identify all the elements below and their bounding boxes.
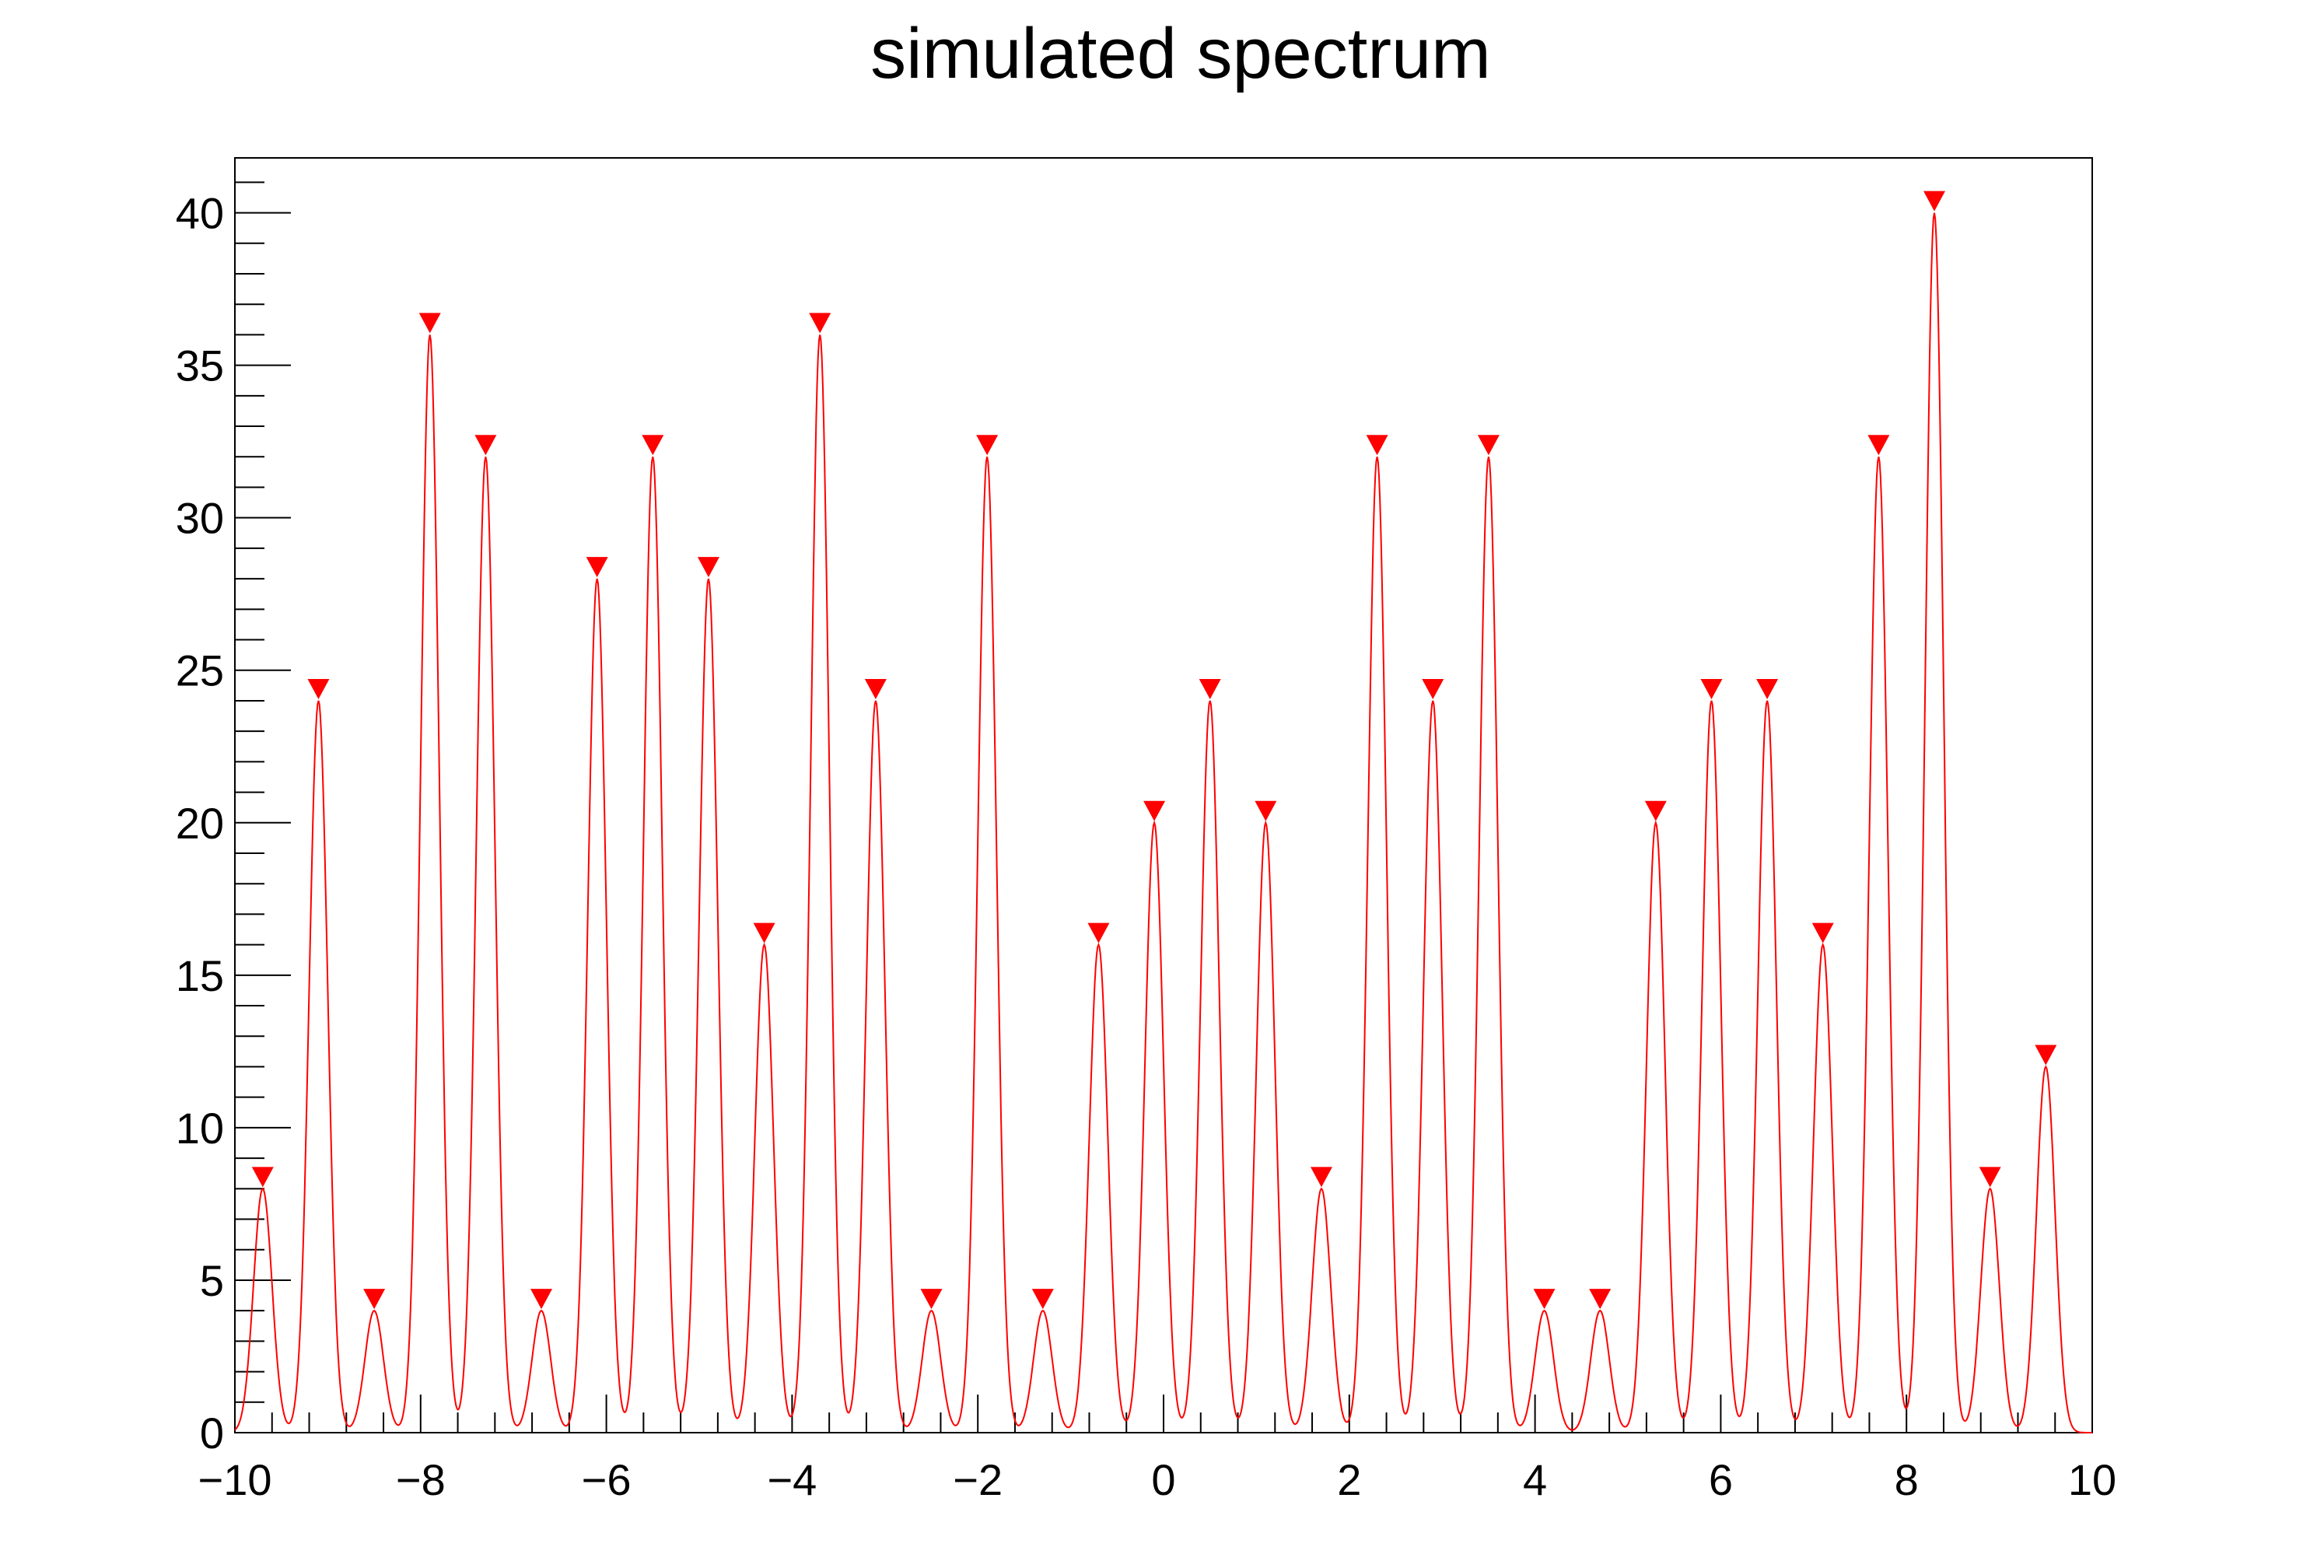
peak-marker: [418, 313, 441, 334]
peak-marker: [1533, 1289, 1556, 1310]
peak-marker: [1366, 435, 1388, 456]
peak-marker: [642, 435, 664, 456]
peak-markers: [251, 191, 2057, 1310]
y-tick-label: 20: [176, 799, 224, 848]
x-tick-label: −4: [767, 1455, 817, 1504]
peak-marker: [864, 678, 887, 699]
x-tick-label: −10: [198, 1455, 272, 1504]
peak-marker: [307, 678, 330, 699]
peak-marker: [809, 313, 831, 334]
peak-marker: [920, 1289, 943, 1310]
axis-ticks: [234, 181, 2093, 1433]
y-tick-label: 5: [200, 1256, 224, 1305]
peak-marker: [1477, 435, 1500, 456]
plot-frame: [234, 157, 2093, 1433]
x-tick-label: −2: [953, 1455, 1003, 1504]
x-tick-label: 2: [1337, 1455, 1361, 1504]
x-tick-label: 6: [1709, 1455, 1733, 1504]
y-tick-label: 10: [176, 1104, 224, 1153]
x-tick-label: 0: [1151, 1455, 1175, 1504]
y-tick-label: 25: [176, 646, 224, 695]
peak-marker: [1087, 922, 1110, 943]
peak-marker: [474, 435, 497, 456]
x-tick-label: 4: [1523, 1455, 1547, 1504]
x-tick-label: −8: [396, 1455, 446, 1504]
peak-marker: [1143, 800, 1166, 821]
chart-title: simulated spectrum: [870, 14, 1491, 93]
peak-marker: [530, 1289, 553, 1310]
peak-marker: [1199, 678, 1221, 699]
y-tick-label: 15: [176, 951, 224, 1000]
x-tick-label: 10: [2068, 1455, 2116, 1504]
peak-marker: [1979, 1167, 2001, 1188]
peak-marker: [586, 557, 608, 578]
peak-marker: [1589, 1289, 1612, 1310]
x-axis-tick-labels: −10 −8 −6 −4 −2 0 2 4 6 8 10: [198, 1455, 2117, 1504]
peak-marker: [753, 922, 775, 943]
peak-marker: [1031, 1289, 1054, 1310]
peak-marker: [2035, 1045, 2057, 1066]
y-tick-label: 30: [176, 494, 224, 543]
peak-marker: [1310, 1167, 1332, 1188]
y-tick-label: 35: [176, 341, 224, 390]
x-tick-label: 8: [1895, 1455, 1919, 1504]
peak-marker: [1644, 800, 1667, 821]
spectrum-line: [234, 212, 2092, 1433]
peak-marker: [1700, 678, 1723, 699]
peak-marker: [976, 435, 999, 456]
peak-marker: [1756, 678, 1779, 699]
y-tick-label: 40: [176, 189, 224, 238]
y-axis-tick-labels: 0 5 10 15 20 25 30 35 40: [176, 189, 224, 1458]
peak-marker: [1923, 191, 1946, 212]
peak-marker: [1255, 800, 1277, 821]
peak-marker: [697, 557, 719, 578]
peak-marker: [363, 1289, 386, 1310]
y-tick-label: 0: [200, 1409, 224, 1458]
peak-marker: [1422, 678, 1444, 699]
peak-marker: [1811, 922, 1834, 943]
peak-marker: [1867, 435, 1890, 456]
x-tick-label: −6: [582, 1455, 632, 1504]
peak-marker: [251, 1167, 274, 1188]
